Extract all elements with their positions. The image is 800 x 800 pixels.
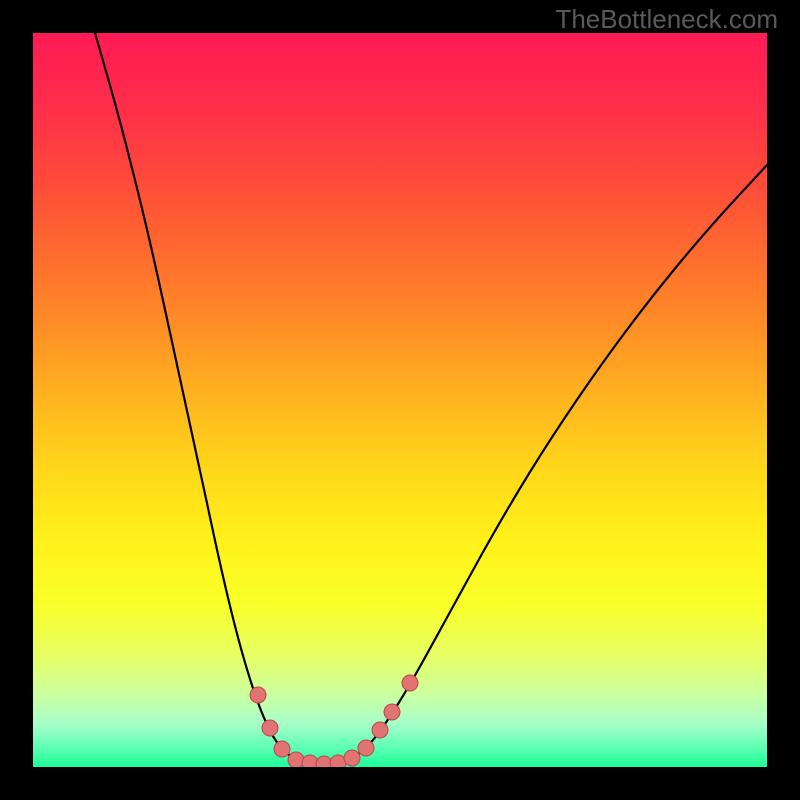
data-marker [274,741,290,757]
watermark-text: TheBottleneck.com [555,4,778,35]
chart-plot-area [33,33,767,767]
data-marker [288,752,304,767]
data-marker [372,722,388,738]
data-marker [250,687,266,703]
data-marker [358,740,374,756]
data-marker [262,720,278,736]
data-marker [344,750,360,766]
data-marker [384,704,400,720]
chart-svg [33,33,767,767]
data-marker [316,756,332,767]
data-marker [402,675,418,691]
chart-background [33,33,767,767]
